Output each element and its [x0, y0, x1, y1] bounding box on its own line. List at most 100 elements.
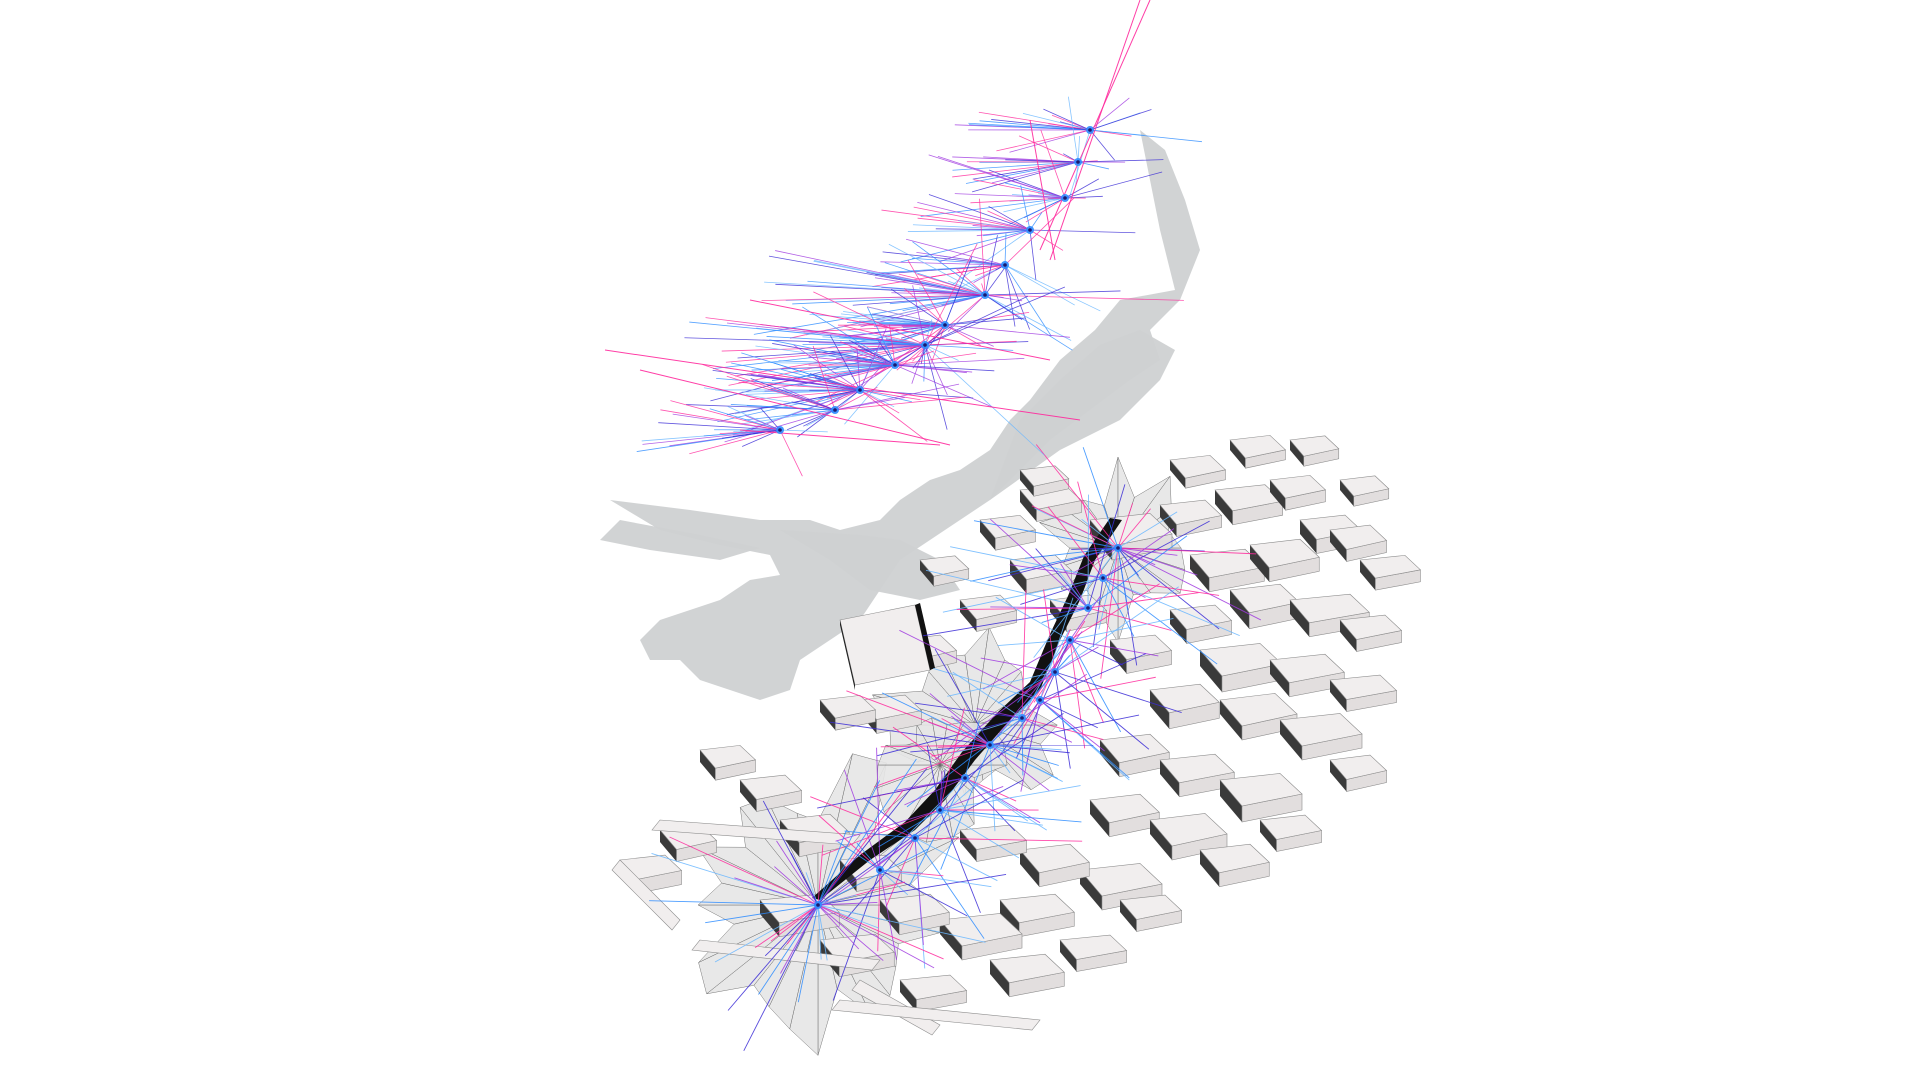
ground-sightline: [879, 869, 909, 896]
ground-sightline: [1021, 629, 1070, 719]
building: [1109, 634, 1173, 674]
ground-sightline: [1117, 547, 1257, 555]
elevated-sightline: [724, 409, 836, 443]
ground-sightline: [1039, 653, 1146, 701]
viewpoint-node-core: [1088, 128, 1092, 132]
street-corridor-layer: [812, 518, 1122, 900]
building: [1269, 653, 1345, 698]
ground-sightline: [1102, 577, 1220, 596]
elevated-sightline: [911, 344, 926, 384]
building-roof: [1259, 814, 1323, 840]
ground-sightline: [1117, 547, 1139, 576]
building-roof: [1329, 754, 1388, 780]
elevated-sightline: [984, 294, 1073, 351]
ground-sightline: [817, 894, 857, 906]
ground-sightline: [786, 904, 819, 945]
tower-roof: [839, 604, 931, 686]
elevated-sightline: [1004, 264, 1075, 306]
ground-sightline: [939, 785, 1004, 811]
elevated-sightline: [854, 351, 896, 366]
building: [1259, 814, 1323, 852]
building-shadow-side: [1330, 530, 1347, 562]
building: [1249, 538, 1320, 583]
ground-sightline: [976, 708, 1023, 719]
ground-sightline: [1087, 607, 1172, 631]
elevated-sightline: [721, 344, 926, 352]
elevated-sightline: [750, 378, 836, 411]
elevated-sightline: [941, 294, 986, 306]
ground-sightline: [714, 904, 819, 963]
elevated-sightline: [733, 429, 781, 437]
ground-sightline: [939, 769, 946, 811]
elevated-sightline: [850, 347, 896, 366]
elevated-sightline: [979, 198, 986, 296]
elevated-sightline: [766, 336, 926, 346]
elevated-sightline: [979, 120, 1091, 131]
elevated-sightline: [894, 350, 935, 366]
building: [1019, 465, 1070, 497]
building-shadow-side: [1160, 505, 1177, 537]
building-shadow-side: [740, 780, 757, 812]
building-shadow-side: [1330, 680, 1347, 712]
ground-sightline: [1024, 547, 1119, 559]
projected-shadow-layer: [600, 130, 1200, 700]
elevated-sightline: [944, 324, 981, 346]
ground-sightline: [1117, 503, 1133, 549]
elevated-sightline: [829, 335, 861, 391]
elevated-sightline: [1004, 264, 1031, 330]
elevated-sightline: [824, 373, 861, 391]
ground-sightline: [1054, 671, 1150, 750]
ground-sightline: [1102, 577, 1135, 637]
building-roof: [1289, 593, 1370, 624]
elevated-sightline: [1004, 182, 1066, 199]
building-roof: [1269, 475, 1327, 499]
ground-sightline: [1117, 547, 1262, 621]
building: [1089, 793, 1160, 838]
elevated-sightline: [939, 229, 1031, 263]
building-roof: [1019, 843, 1090, 874]
elevated-sightline: [779, 429, 828, 433]
elevated-sightline: [912, 224, 1031, 231]
elevated-sightline: [813, 291, 926, 346]
ground-sightline: [1069, 639, 1123, 666]
elevated-sightline: [852, 294, 986, 306]
ground-sightline: [914, 837, 1083, 842]
building-roof: [1339, 475, 1390, 497]
ground-sightline: [879, 869, 923, 874]
ground-sightline: [933, 667, 1041, 701]
elevated-sightline: [709, 408, 781, 431]
elevated-sightline: [882, 251, 1006, 266]
ground-sightline: [910, 744, 991, 753]
elevated-sightline: [894, 352, 977, 366]
elevated-sightline: [802, 306, 896, 366]
building-roof: [819, 695, 877, 719]
ground-sightline: [899, 629, 1041, 701]
ground-sightline: [1102, 528, 1175, 579]
building-roof: [1329, 524, 1388, 550]
tower-block: [839, 603, 935, 690]
building-shadow-side: [1200, 650, 1222, 692]
ground-sightline: [1035, 548, 1089, 609]
building: [1169, 455, 1227, 489]
elevated-sightline: [1009, 129, 1091, 153]
building-roof: [1109, 634, 1173, 660]
elevated-sightline: [1028, 194, 1066, 199]
building: [1169, 604, 1233, 644]
building: [1339, 475, 1390, 507]
viewpoint-node-core: [1116, 546, 1120, 550]
elevated-sightline: [913, 206, 1031, 231]
ground-sightline: [1092, 577, 1104, 648]
elevated-sightline: [898, 273, 986, 296]
building: [1329, 754, 1388, 792]
ground-sightline: [990, 518, 1089, 609]
ground-sightline: [1069, 639, 1086, 749]
ground-sightline: [939, 809, 1043, 826]
elevated-sightline: [1029, 229, 1064, 251]
ground-sightline: [877, 717, 1023, 757]
viewpoint-node-core: [963, 776, 967, 780]
elevated-sightline: [779, 429, 803, 477]
ground-sightline: [817, 901, 878, 906]
building-roof: [739, 774, 803, 800]
ground-sightline: [817, 777, 966, 809]
building-roof: [1149, 813, 1228, 847]
